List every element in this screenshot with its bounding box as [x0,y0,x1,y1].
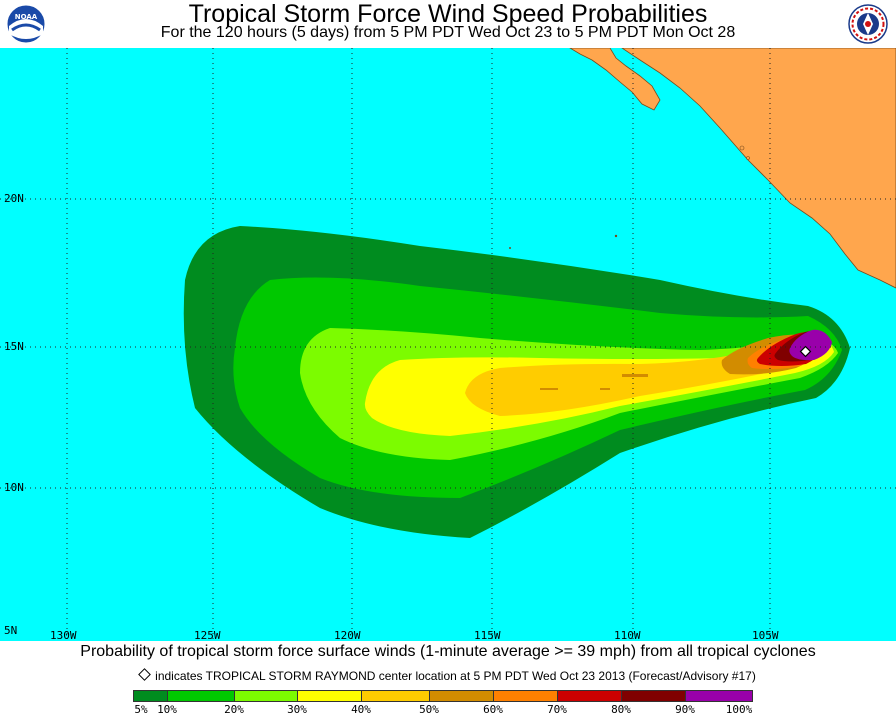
noaa-logo: NOAA [6,4,46,44]
legend-swatch [133,690,167,702]
svg-text:NOAA: NOAA [15,13,38,21]
legend-label: 100% [725,703,753,716]
legend-label: 60% [483,703,503,716]
legend-label: 90% [675,703,695,716]
legend-label: 80% [611,703,631,716]
legend-label: 5% [134,703,148,716]
lat-label-15n: 15N [4,340,24,353]
lon-label-115w: 115W [474,629,501,642]
storm-note-text: indicates TROPICAL STORM RAYMOND center … [155,669,756,683]
contour-speck [622,374,648,377]
nws-logo [848,4,888,44]
legend-swatch [429,690,493,702]
lon-label-125w: 125W [194,629,221,642]
map-canvas [0,48,896,641]
lon-label-110w: 110W [614,629,641,642]
legend-swatch [493,690,557,702]
island [614,234,618,238]
legend-swatch [621,690,685,702]
mexico-mainland [621,48,896,289]
diamond-icon [138,668,152,681]
lon-label-105w: 105W [752,629,779,642]
island [509,247,511,249]
header: NOAA Tropical Storm Force Wind Speed Pro… [0,0,896,48]
lon-label-130w: 130W [50,629,77,642]
legend-label: 30% [287,703,307,716]
contour-speck [540,388,558,390]
legend-swatch [557,690,621,702]
page-title: Tropical Storm Force Wind Speed Probabil… [188,0,708,28]
probability-map [0,48,896,641]
legend-label: 70% [547,703,567,716]
lon-label-120w: 120W [334,629,361,642]
legend-swatch [167,690,234,702]
page-subtitle: For the 120 hours (5 days) from 5 PM PDT… [160,24,736,41]
prob-90-100 [789,329,832,361]
contour-speck [600,388,610,390]
storm-center-marker [799,345,812,358]
probability-legend [133,690,753,704]
map-caption: Probability of tropical storm force surf… [80,643,816,660]
island [739,145,745,151]
legend-label: 10% [157,703,177,716]
baja-california [569,48,661,111]
legend-label: 50% [419,703,439,716]
legend-label: 40% [351,703,371,716]
lat-label-5n: 5N [4,624,18,637]
legend-swatch [234,690,297,702]
lat-label-20n: 20N [4,192,24,205]
storm-note: indicates TROPICAL STORM RAYMOND center … [0,668,896,684]
legend-swatch [685,690,753,702]
lat-label-10n: 10N [4,481,24,494]
island [746,156,750,160]
legend-swatch [297,690,361,702]
legend-swatch [361,690,429,702]
legend-label: 20% [224,703,244,716]
